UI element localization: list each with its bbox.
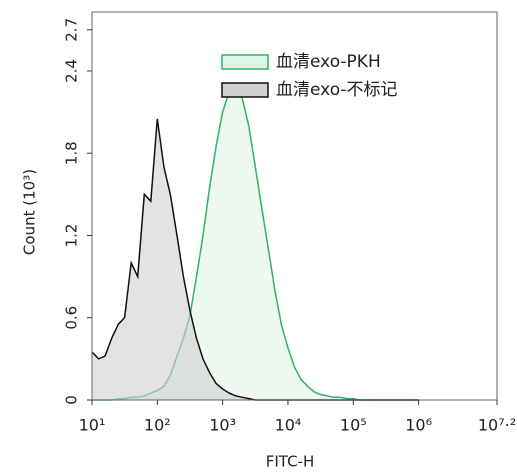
y-tick-label: 0: [63, 395, 81, 405]
x-tick-label: 10³: [209, 416, 236, 435]
series-area: [92, 118, 419, 401]
series-area: [92, 84, 419, 400]
x-tick-label: 10¹: [79, 416, 106, 435]
y-tick-label: 2.7: [63, 18, 81, 42]
x-tick-label: 10⁷·²: [478, 416, 516, 435]
y-tick-label: 2.4: [63, 59, 81, 83]
y-tick-label: 0.6: [63, 306, 81, 330]
plot-frame: [91, 11, 498, 401]
legend-label: 血清exo-不标记: [276, 80, 398, 100]
x-tick-label: 10⁶: [405, 416, 432, 435]
x-tick-label: 10²: [144, 416, 171, 435]
legend-label: 血清exo-PKH: [276, 52, 381, 72]
x-tick-label: 10⁵: [340, 416, 367, 435]
y-tick-label: 1.8: [63, 141, 81, 165]
x-tick-label: 10⁴: [275, 416, 302, 435]
y-tick-label: 1.2: [63, 224, 81, 248]
legend-swatch: [221, 82, 269, 98]
legend-swatch: [221, 54, 269, 70]
y-axis-label: Count (10³): [21, 169, 39, 255]
x-axis-label: FITC-H: [266, 453, 315, 471]
